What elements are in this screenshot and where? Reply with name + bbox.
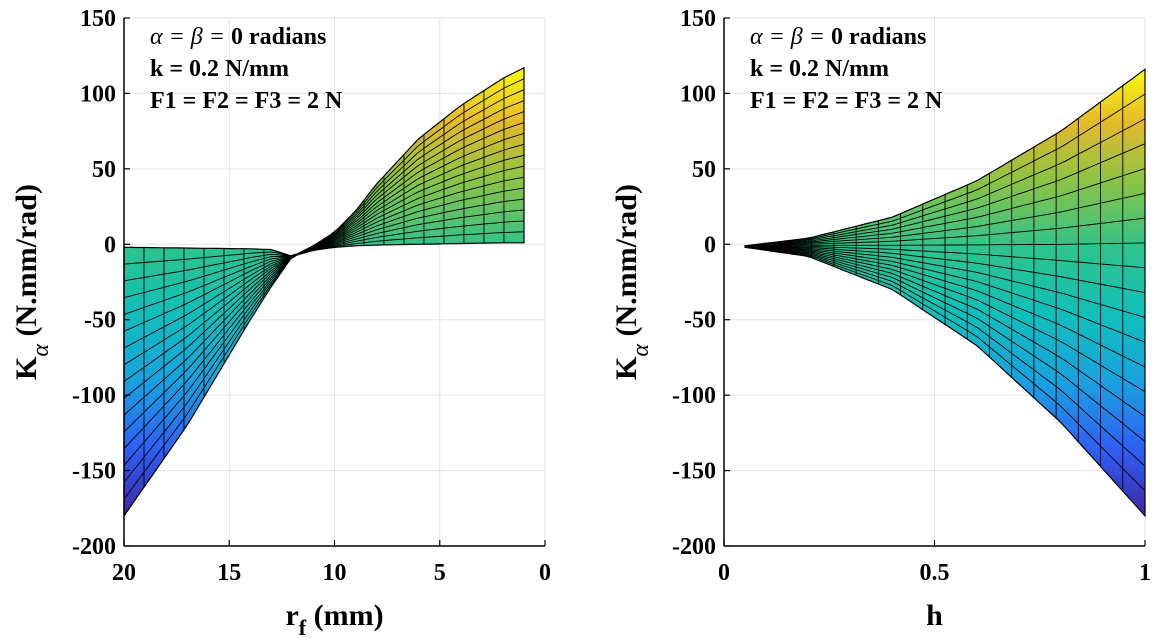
mesh-row-line	[124, 100, 524, 299]
surface-mesh	[745, 69, 1145, 516]
y-tick-label: -200	[72, 534, 116, 560]
annotation-line: α = β = 0 radians	[750, 24, 926, 50]
y-tick-label: 50	[92, 157, 116, 183]
surface-outline	[744, 68, 1146, 518]
mesh-row-line	[124, 187, 524, 433]
x-tick-label: 5	[434, 560, 446, 586]
y-tick-label: -50	[84, 308, 116, 334]
annotation-line: k = 0.2 N/mm	[150, 56, 289, 82]
y-tick-label: 0	[104, 232, 116, 258]
mesh-row-line	[745, 246, 1145, 318]
annotation-line: F1 = F2 = F3 = 2 N	[150, 88, 343, 114]
surface-outline	[123, 66, 525, 518]
annotation-line: α = β = 0 radians	[150, 24, 326, 50]
x-axis-label: h	[926, 599, 943, 632]
mesh-row-line	[745, 246, 1145, 294]
mesh-row-line	[745, 192, 1145, 247]
y-tick-label: -50	[684, 308, 716, 334]
annotation-line: F1 = F2 = F3 = 2 N	[750, 88, 943, 114]
x-tick-label: 10	[323, 560, 347, 586]
mesh-row-line	[745, 168, 1145, 247]
mesh-row-line	[745, 217, 1145, 247]
x-tick-label: 20	[112, 560, 136, 586]
mesh-row-line	[745, 242, 1145, 247]
annotation-text: 0 radians	[831, 24, 926, 50]
x-tick-label: 1	[1139, 560, 1151, 586]
y-tick-label: -100	[72, 383, 116, 409]
y-axis-label: Kα (N.mm/rad)	[610, 184, 654, 380]
annotation-text: F1 = F2 = F3 = 2 N	[150, 88, 343, 114]
mesh-row-line	[124, 165, 524, 399]
x-axis-label: rf (mm)	[285, 599, 383, 639]
mesh-row-line	[124, 132, 524, 349]
annotation-symbols: α = β =	[150, 24, 231, 50]
y-axis-label-main: K	[10, 356, 43, 380]
mesh-row-line	[745, 245, 1145, 269]
x-tick-label: 15	[217, 560, 241, 586]
y-axis-label-subscript: α	[28, 344, 54, 357]
x-axis-label-main: r	[285, 599, 298, 632]
annotation-text: k = 0.2 N/mm	[750, 56, 889, 82]
y-axis-label-unit: (N.mm/rad)	[610, 184, 643, 344]
y-axis-label-subscript: α	[628, 344, 654, 357]
annotation-text: k = 0.2 N/mm	[150, 56, 289, 82]
x-tick-label: 0.5	[920, 560, 950, 586]
x-tick-label: 0	[539, 560, 551, 586]
y-axis-label: Kα (N.mm/rad)	[10, 184, 54, 380]
mesh-row-line	[745, 118, 1145, 247]
y-axis-label-unit: (N.mm/rad)	[10, 184, 43, 344]
mesh-row-line	[745, 246, 1145, 442]
mesh-row-line	[745, 246, 1145, 467]
mesh-row-line	[745, 246, 1145, 417]
y-tick-label: 0	[704, 232, 716, 258]
mesh-row-line	[124, 111, 524, 315]
x-axis-label-main: h	[926, 599, 943, 632]
y-tick-label: 150	[680, 6, 716, 32]
mesh-row-line	[124, 209, 524, 466]
mesh-row-line	[124, 198, 524, 450]
x-axis-label-unit: (mm)	[306, 599, 383, 632]
y-tick-label: 50	[692, 157, 716, 183]
y-tick-label: 100	[680, 81, 716, 107]
mesh-row-line	[124, 89, 524, 282]
mesh-row-line	[124, 122, 524, 332]
surface-mesh	[124, 67, 524, 516]
annotation-text: F1 = F2 = F3 = 2 N	[750, 88, 943, 114]
y-tick-label: -150	[672, 459, 716, 485]
y-tick-label: -200	[672, 534, 716, 560]
annotation-symbols: α = β =	[750, 24, 831, 50]
mesh-row-line	[745, 246, 1145, 368]
mesh-row-line	[745, 246, 1145, 393]
y-axis-label-main: K	[610, 356, 643, 380]
y-tick-label: -150	[72, 459, 116, 485]
y-tick-label: -100	[672, 383, 716, 409]
mesh-row-line	[124, 176, 524, 416]
annotation-line: k = 0.2 N/mm	[750, 56, 889, 82]
mesh-row-line	[745, 93, 1145, 247]
x-axis-label-subscript: f	[299, 615, 307, 639]
mesh-row-line	[124, 154, 524, 382]
y-tick-label: 150	[80, 6, 116, 32]
y-tick-label: 100	[80, 81, 116, 107]
annotation-text: 0 radians	[231, 24, 326, 50]
mesh-row-line	[124, 220, 524, 483]
mesh-row-line	[745, 143, 1145, 247]
mesh-row-line	[124, 143, 524, 366]
mesh-row-line	[745, 246, 1145, 492]
mesh-row-line	[745, 246, 1145, 343]
x-tick-label: 0	[718, 560, 730, 586]
